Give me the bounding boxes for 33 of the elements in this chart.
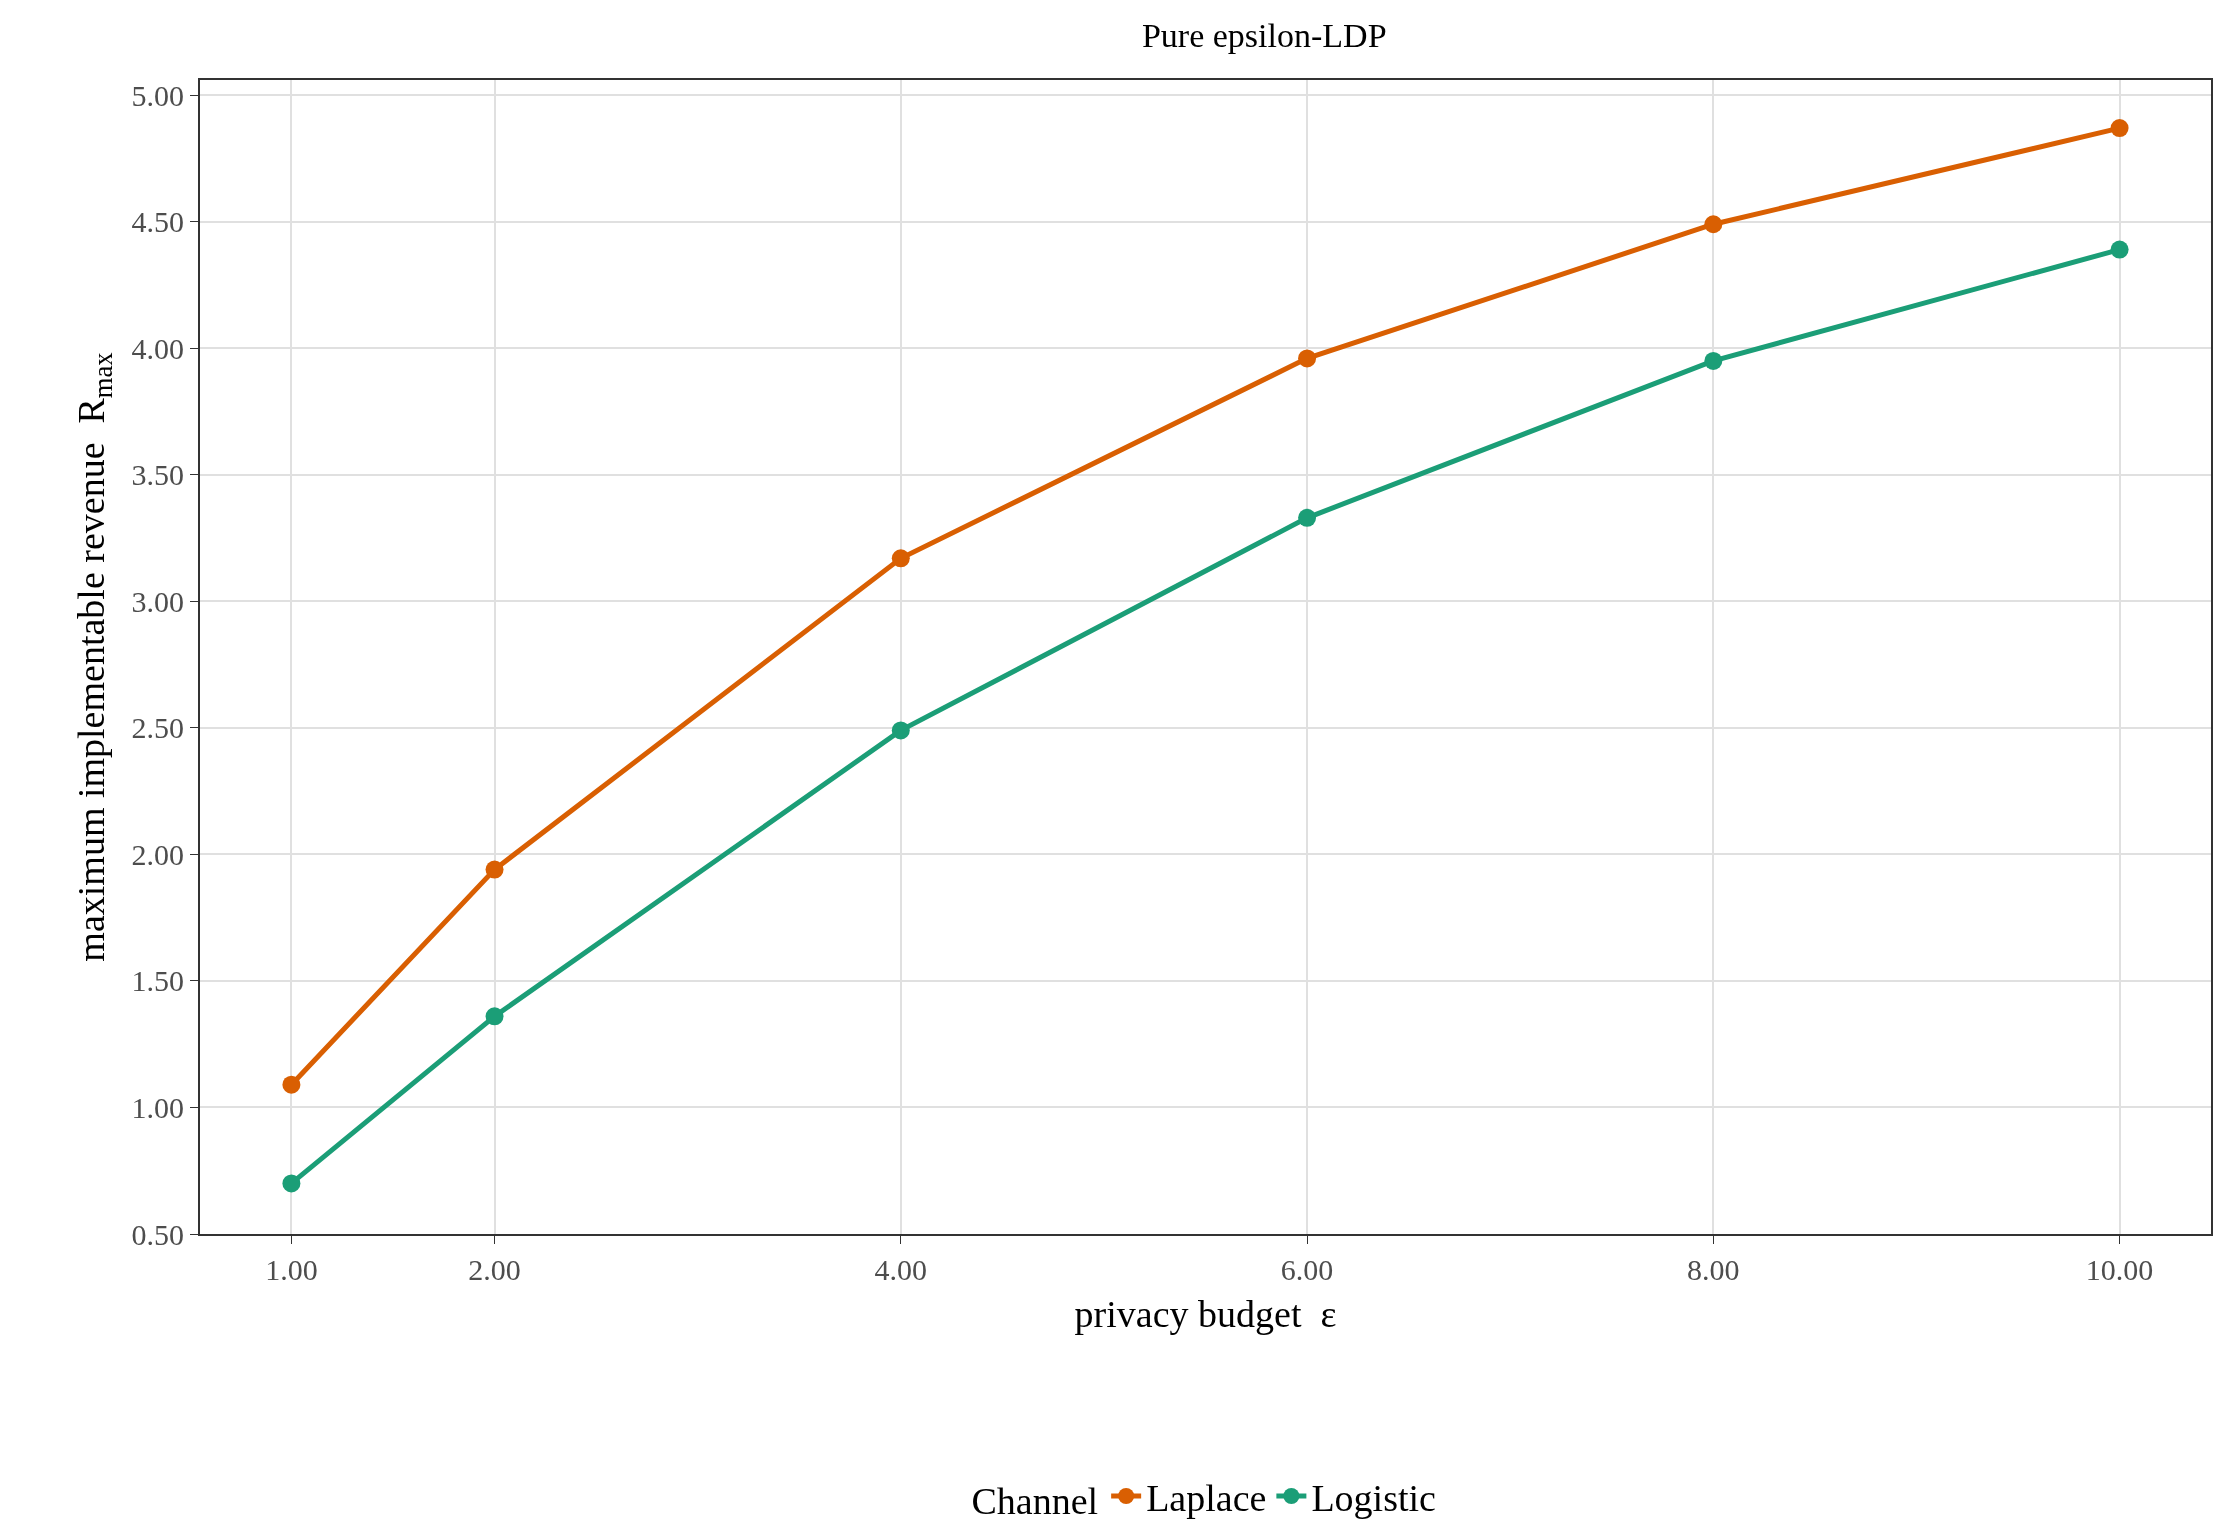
y-tick-label: 4.50 xyxy=(131,205,184,239)
chart-title: Pure epsilon-LDP xyxy=(1141,16,1387,54)
point xyxy=(1298,508,1317,527)
point xyxy=(485,1007,504,1026)
legend-label: Logistic xyxy=(1311,1476,1436,1519)
x-tick-label: 6.00 xyxy=(1280,1253,1334,1286)
point xyxy=(485,860,504,879)
point xyxy=(282,1174,301,1193)
point xyxy=(1704,351,1723,370)
legend-title: Channel xyxy=(971,1480,1099,1523)
y-tick-label: 2.50 xyxy=(131,711,184,745)
point xyxy=(891,721,910,740)
point xyxy=(282,1075,301,1094)
y-tick-label: 4.00 xyxy=(131,331,184,365)
y-tick-label: 0.50 xyxy=(131,1217,184,1251)
point xyxy=(1704,215,1723,234)
x-tick-label: 4.00 xyxy=(874,1253,928,1286)
legend-label: Laplace xyxy=(1146,1476,1267,1519)
point xyxy=(2110,119,2129,138)
x-tick-label: 10.00 xyxy=(2085,1253,2154,1286)
y-tick-label: 3.50 xyxy=(131,458,184,492)
x-tick-label: 2.00 xyxy=(468,1253,521,1286)
point xyxy=(2110,240,2129,259)
y-tick-label: 5.00 xyxy=(131,78,184,112)
y-tick-label: 2.00 xyxy=(131,837,184,871)
x-axis-title: privacy budget ε xyxy=(1074,1292,1337,1335)
y-tick-label: 1.00 xyxy=(131,1090,184,1124)
point xyxy=(1298,349,1317,368)
y-tick-label: 1.50 xyxy=(131,964,184,998)
point xyxy=(891,549,910,568)
y-tick-label: 3.00 xyxy=(131,584,184,618)
x-tick-label: 8.00 xyxy=(1687,1253,1740,1286)
x-tick-label: 1.00 xyxy=(265,1253,318,1286)
